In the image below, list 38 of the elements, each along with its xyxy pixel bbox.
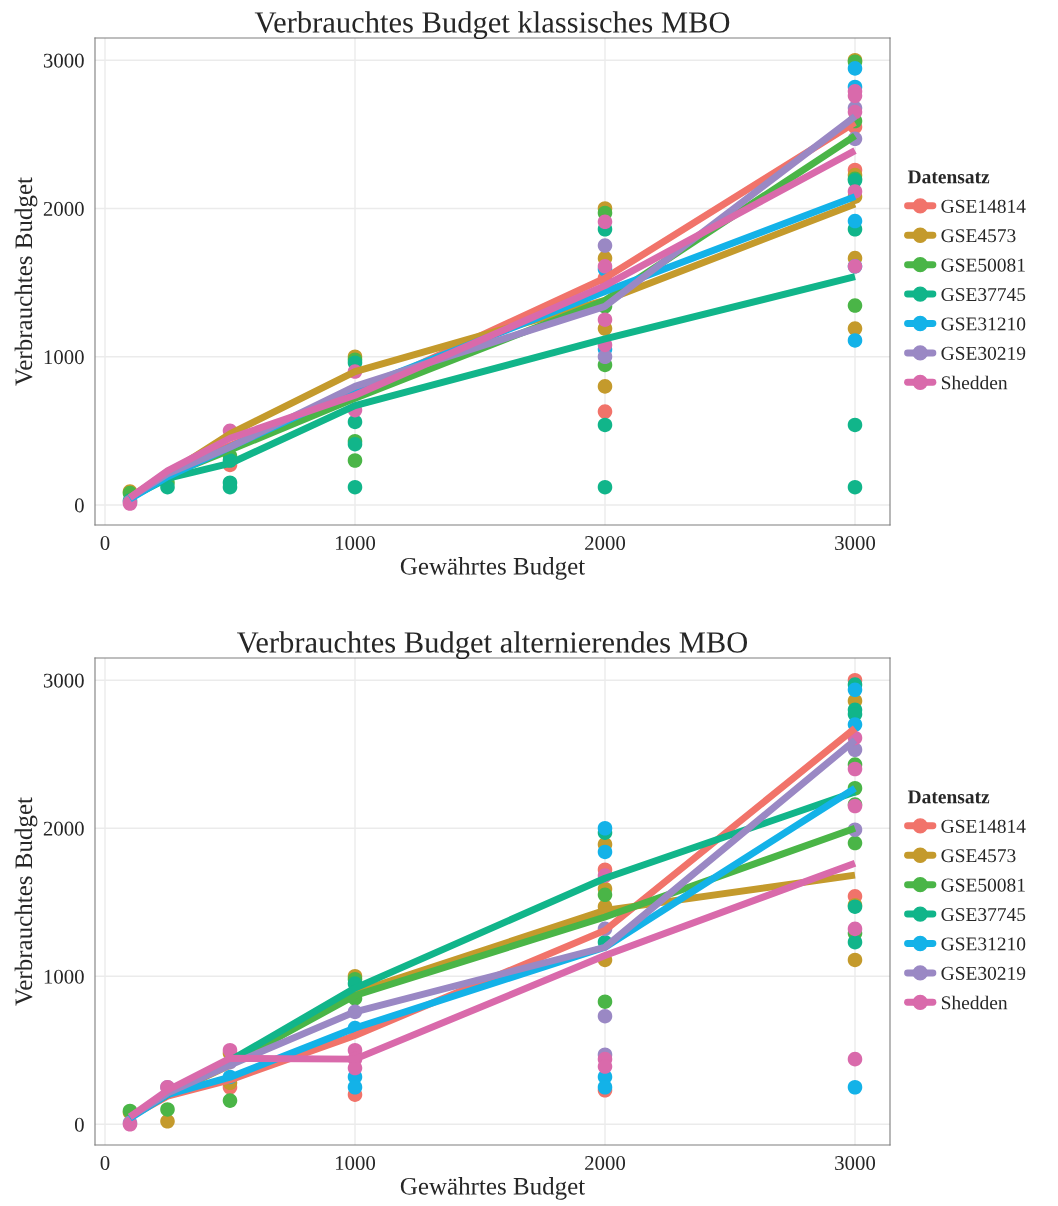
chart-title: Verbrauchtes Budget klassisches MBO bbox=[254, 11, 730, 40]
x-tick-label: 2000 bbox=[585, 536, 626, 551]
legend-label: GSE4573 bbox=[941, 229, 1016, 243]
legend-label: GSE31210 bbox=[941, 317, 1026, 331]
y-axis-title: Verbrauchtes Budget bbox=[14, 797, 38, 1006]
y-tick-label: 3000 bbox=[43, 673, 84, 688]
chart-title: Verbrauchtes Budget alternierendes MBO bbox=[237, 631, 748, 660]
x-tick-label: 1000 bbox=[336, 536, 376, 551]
legend-label: GSE50081 bbox=[941, 258, 1025, 272]
y-tick-label: 0 bbox=[74, 498, 84, 513]
y-tick-label: 2000 bbox=[43, 201, 84, 216]
y-axis-title: Verbrauchtes Budget bbox=[14, 177, 38, 386]
legend-title: Datensatz bbox=[907, 170, 990, 184]
y-tick-label: 1000 bbox=[44, 969, 84, 984]
x-axis-title: Gewährtes Budget bbox=[400, 557, 586, 580]
legend-label: Shedden bbox=[941, 995, 1008, 1010]
y-tick-label: 2000 bbox=[43, 821, 84, 836]
legend-label: GSE4573 bbox=[941, 849, 1016, 863]
legend-title: Datensatz bbox=[907, 790, 990, 804]
legend-label: GSE14814 bbox=[941, 199, 1026, 213]
x-tick-label: 2000 bbox=[585, 1156, 626, 1171]
legend-label: GSE30219 bbox=[941, 966, 1026, 980]
legend-label: GSE30219 bbox=[941, 346, 1026, 360]
legend-label: GSE14814 bbox=[941, 819, 1026, 833]
x-tick-label: 0 bbox=[100, 536, 110, 551]
legend-label: GSE31210 bbox=[941, 937, 1026, 951]
y-tick-label: 1000 bbox=[44, 350, 84, 365]
legend-label: GSE50081 bbox=[941, 878, 1025, 892]
legend-label: GSE37745 bbox=[941, 288, 1026, 302]
legend-label: Shedden bbox=[941, 375, 1008, 390]
legend-label: GSE37745 bbox=[941, 908, 1026, 922]
x-tick-label: 3000 bbox=[835, 536, 876, 551]
y-tick-label: 3000 bbox=[43, 53, 84, 68]
x-axis-title: Gewährtes Budget bbox=[400, 1177, 586, 1200]
y-tick-label: 0 bbox=[74, 1117, 84, 1132]
x-tick-label: 3000 bbox=[835, 1156, 876, 1171]
x-tick-label: 1000 bbox=[336, 1156, 376, 1171]
x-tick-label: 0 bbox=[100, 1156, 110, 1171]
